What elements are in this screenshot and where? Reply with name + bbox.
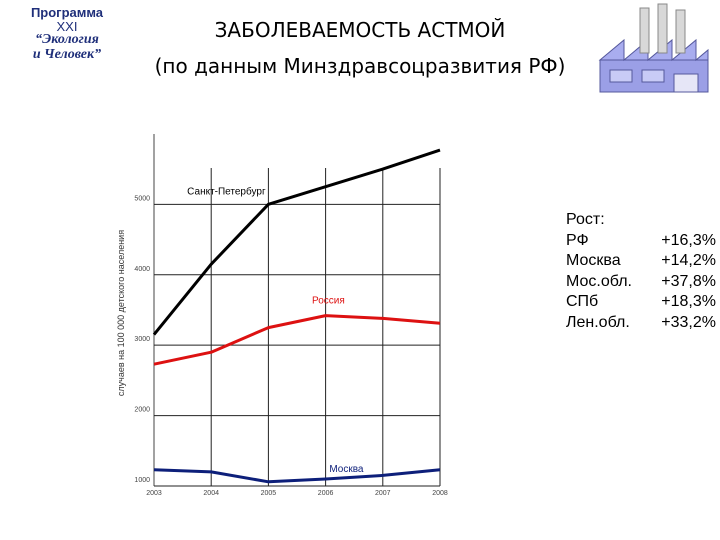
y-tick-label: 5000: [134, 195, 150, 202]
slide-subtitle: (по данным Минздравсоцразвития РФ): [154, 54, 566, 78]
growth-value: +14,2%: [661, 252, 716, 269]
chart-lines: [152, 148, 441, 484]
y-tick-label: 3000: [134, 336, 150, 343]
series-label: Россия: [312, 296, 345, 307]
y-axis-label: случаев на 100 000 детского населения: [116, 230, 126, 396]
growth-region: СПб: [566, 293, 599, 310]
series-line: [153, 468, 441, 484]
logo-line-human: и Человек”: [32, 46, 102, 62]
growth-value: +33,2%: [661, 313, 716, 331]
logo-line-ecology: “Экология: [35, 32, 99, 48]
factory-icon: [598, 3, 709, 93]
y-tick-label: 4000: [134, 266, 150, 273]
growth-region: Мос.обл.: [566, 272, 632, 290]
chart-grid: 1000 2000 3000 4000 5000 2003 2004 2005 2006 2007…: [134, 134, 448, 497]
program-logo: Программа XXI “Экология и Человек”: [14, 6, 120, 63]
x-tick-label: 2003: [146, 490, 162, 497]
series-label: Санкт-Петербург: [187, 185, 266, 197]
x-tick-label: 2006: [318, 490, 334, 497]
growth-row: Лен.обл. +33,2%: [566, 313, 716, 334]
series-label: Москва: [329, 464, 364, 475]
x-tick-label: 2004: [203, 490, 219, 497]
y-tick-label: 1000: [134, 477, 150, 484]
x-tick-label: 2007: [375, 490, 391, 497]
slide-title: ЗАБОЛЕВАЕМОСТЬ АСТМОЙ: [214, 18, 506, 42]
series-line: [153, 314, 441, 366]
growth-row: Мос.обл. +37,8%: [566, 272, 716, 293]
x-tick-label: 2005: [261, 490, 277, 497]
growth-row: РФ +16,3%: [566, 231, 716, 252]
chart-labels: Санкт-Петербург Россия Москва: [187, 185, 364, 474]
logo-line-xxi: XXI: [56, 18, 78, 34]
x-tick-label: 2008: [432, 490, 448, 497]
growth-region: Лен.обл.: [566, 313, 630, 331]
growth-value: +16,3%: [661, 231, 716, 249]
growth-value: +37,8%: [661, 272, 716, 290]
growth-row: Москва +14,2%: [566, 251, 716, 272]
growth-region: РФ: [566, 231, 589, 249]
growth-stats: Рост: РФ +16,3% Москва +14,2% Мос.обл. +37,8%…: [566, 210, 716, 333]
growth-region: Москва: [566, 252, 621, 269]
growth-heading: Рост:: [566, 211, 605, 228]
asthma-line-chart: 1000 2000 3000 4000 5000 2003 2004 2005 2006 2007…: [116, 134, 448, 497]
y-tick-label: 2000: [134, 407, 150, 414]
growth-row: СПб +18,3%: [566, 292, 716, 313]
logo-line-program: Программа: [30, 5, 104, 20]
growth-value: +18,3%: [661, 293, 716, 310]
series-line: [152, 148, 441, 336]
